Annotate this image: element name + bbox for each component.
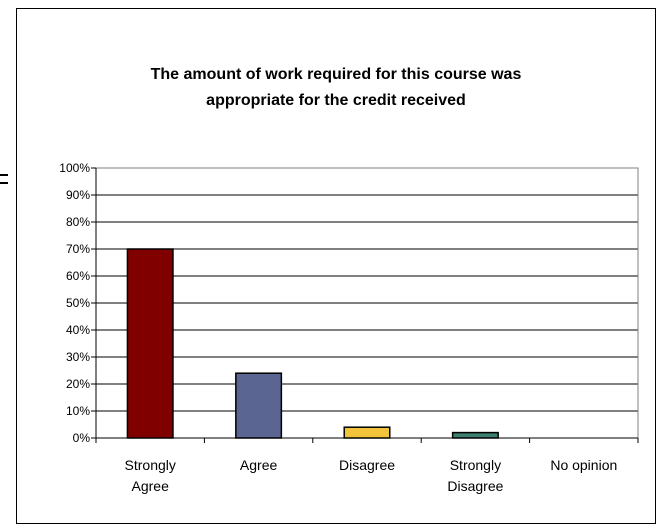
y-tick-label: 70% — [66, 242, 90, 256]
y-tick-label: 40% — [66, 323, 90, 337]
axes — [95, 168, 639, 443]
x-tick-label: No opinion — [550, 457, 617, 473]
edge-mark — [0, 174, 8, 184]
x-tick-label: Strongly — [450, 457, 501, 473]
bars — [126, 248, 499, 439]
gridlines — [96, 167, 638, 412]
x-tick-label: Disagree — [447, 478, 503, 494]
bar-strongly-agree — [126, 248, 174, 439]
chart-title-line: The amount of work required for this cou… — [151, 66, 522, 83]
y-tick-label: 10% — [66, 404, 90, 418]
x-tick-label: Agree — [132, 478, 170, 494]
x-tick-label: Strongly — [125, 457, 176, 473]
bar-disagree — [343, 426, 391, 439]
x-tick-label: Agree — [240, 457, 278, 473]
chart-title: The amount of work required for this cou… — [151, 66, 522, 109]
x-tick-labels: Strongly Agree Agree Disagree Strongly Disagr… — [125, 457, 618, 494]
y-tick-labels: 0% 10% 20% 30% 40% 50% 60% 70% 80% 90% 100% — [59, 161, 96, 445]
y-tick-label: 80% — [66, 215, 90, 229]
y-tick-label: 0% — [73, 431, 91, 445]
y-tick-label: 60% — [66, 269, 90, 283]
y-tick-label: 30% — [66, 350, 90, 364]
bar-strongly-disagree — [451, 431, 499, 439]
y-tick-label: 50% — [66, 296, 90, 310]
y-tick-label: 90% — [66, 188, 90, 202]
bar-agree — [235, 372, 283, 439]
chart-title-line: appropriate for the credit received — [206, 92, 466, 109]
y-tick-label: 100% — [59, 161, 90, 175]
x-tick-label: Disagree — [339, 457, 395, 473]
y-tick-label: 20% — [66, 377, 90, 391]
